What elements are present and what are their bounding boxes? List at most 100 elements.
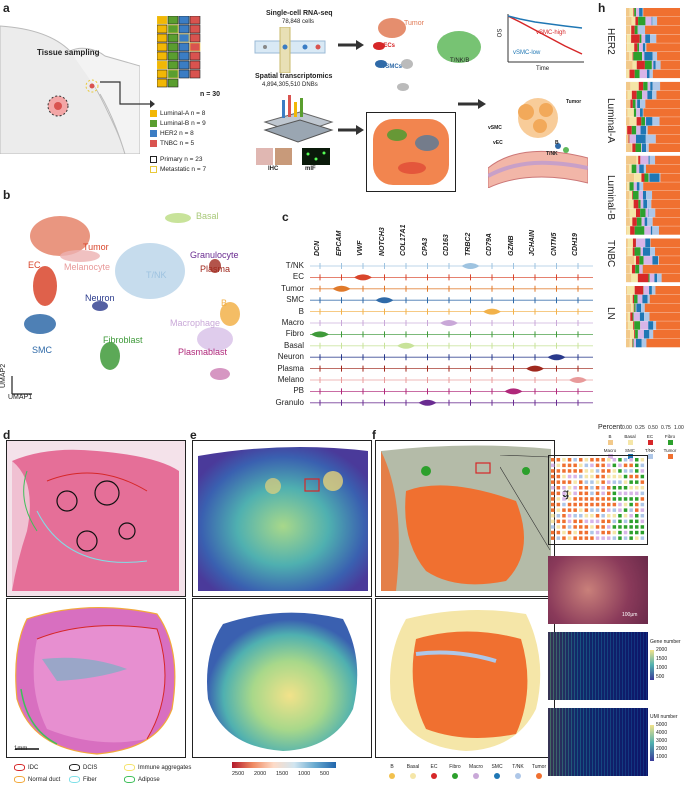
composition-segment [626, 330, 631, 339]
spot [551, 480, 555, 484]
legend-label: B [608, 434, 612, 439]
h-axis-label: Percent [598, 424, 623, 431]
umap1-label: UMAP1 [8, 394, 33, 401]
spot [618, 458, 622, 462]
composition-segment [651, 60, 654, 70]
spot [601, 458, 605, 462]
spot [629, 525, 633, 529]
composition-segment [659, 117, 680, 126]
composition-segment [629, 338, 633, 348]
composition-segment [647, 217, 653, 226]
legend-label: EC [646, 434, 654, 439]
composition-segment [652, 69, 680, 79]
g-umi-heatmap [548, 708, 648, 776]
composition-segment [626, 238, 628, 247]
scrna-workflow-icon [254, 27, 326, 73]
composition-segment [627, 312, 631, 321]
spot [623, 463, 628, 468]
km-curve [507, 14, 584, 63]
composition-segment [644, 226, 651, 235]
composition-segment [641, 173, 645, 182]
composition-segment [635, 16, 639, 26]
composition-segment [642, 43, 646, 52]
spot [601, 519, 605, 524]
composition-segment [629, 191, 633, 200]
km-low-label: vSMC-low [513, 50, 541, 56]
composition-segment [647, 90, 653, 100]
spot [635, 469, 639, 473]
spot [567, 486, 572, 490]
composition-segment [645, 16, 652, 26]
composition-segment [639, 43, 643, 52]
spot [640, 474, 645, 479]
umap-thumbnail [373, 18, 481, 91]
g-gene-tick: 1000 [656, 665, 668, 671]
spot [567, 491, 572, 496]
composition-segment [641, 143, 642, 152]
spot [623, 519, 628, 524]
gene-label: NOTCH3 [378, 227, 386, 256]
spot [567, 458, 572, 462]
legend-label: Macro [603, 448, 617, 453]
km-high-label: vSMC-high [536, 30, 566, 36]
spot [573, 486, 577, 490]
composition-segment [633, 199, 639, 209]
spot [551, 474, 555, 479]
h-axis-tick: 0.25 [635, 425, 645, 431]
spot [584, 480, 589, 484]
composition-segment [646, 43, 680, 52]
spot [618, 486, 622, 490]
composition-segment [632, 238, 636, 247]
composition-segment [640, 108, 643, 117]
composition-segment [626, 247, 628, 256]
spot [612, 508, 617, 512]
gene-label: CD163 [443, 234, 450, 256]
composition-segment [628, 321, 634, 330]
composition-segment [658, 226, 680, 235]
spot [595, 502, 600, 507]
composition-segment [651, 199, 680, 209]
subtype-legend-item: Luminal-B n = 9 [150, 120, 206, 127]
spot [556, 497, 561, 501]
composition-segment [627, 108, 634, 117]
composition-segment [641, 143, 647, 152]
composition-segment [644, 312, 650, 321]
tissue-sampling-illustration: Tissue sampling [0, 6, 141, 155]
legend-label: Tumor [663, 448, 677, 453]
composition-segment [649, 312, 680, 321]
spot [618, 491, 622, 496]
composition-segment [639, 25, 646, 35]
spot [601, 514, 605, 518]
spot [607, 536, 611, 540]
composition-segment [641, 117, 646, 126]
composition-segment [652, 90, 657, 100]
spot [584, 530, 589, 535]
composition-segment [631, 25, 635, 35]
composition-segment [632, 338, 633, 348]
spot [567, 474, 572, 479]
composition-segment [635, 303, 637, 313]
spot [556, 486, 561, 490]
g-gene-heatmap [548, 632, 648, 700]
cluster-label-basal: Basal [196, 211, 219, 221]
spot [640, 530, 645, 535]
composition-segment [643, 8, 680, 17]
composition-segment [643, 256, 653, 265]
celltype-map-bottom-frame [375, 598, 555, 758]
spot [635, 530, 639, 535]
sample-cell [156, 69, 168, 79]
spot [562, 519, 566, 524]
composition-segment [648, 155, 650, 165]
celltype-label: EC [292, 272, 304, 282]
spot [556, 469, 561, 473]
composition-segment [627, 238, 633, 247]
composition-segment [631, 90, 637, 100]
spot [612, 519, 617, 524]
spot [590, 508, 594, 512]
f-legend-item: EC [424, 764, 444, 779]
composition-segment [646, 117, 653, 126]
legend-label: SMC [491, 764, 503, 770]
h-axis-tick: 0.00 [622, 425, 632, 431]
spot [607, 469, 611, 473]
spot [623, 480, 628, 484]
